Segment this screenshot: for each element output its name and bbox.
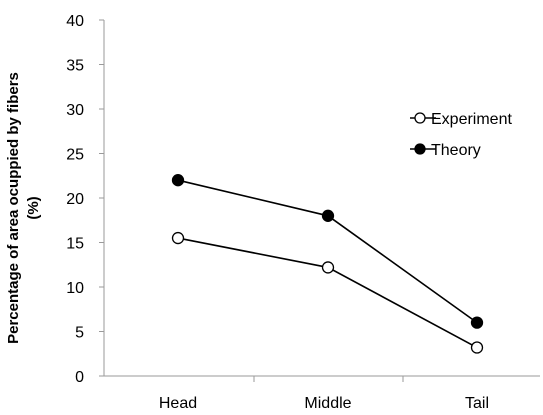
y-tick-label: 25: [66, 147, 84, 164]
legend-item-theory: Theory: [410, 142, 481, 159]
y-tick-label: 0: [75, 369, 84, 386]
y-axis-title-line2: (%): [25, 196, 42, 219]
legend-theory-label: Theory: [431, 142, 481, 159]
y-tick-label: 15: [66, 236, 84, 253]
series-line-experiment: [177, 237, 478, 349]
legend-experiment-marker: [414, 112, 426, 124]
data-point-experiment: [171, 231, 185, 245]
x-tick-label: Head: [159, 395, 197, 412]
x-tick-label: Tail: [465, 395, 489, 412]
data-point-theory: [470, 316, 484, 329]
y-axis-ticks: 0 5 10 15 20 25 30 35 40: [66, 13, 104, 386]
x-axis-ticks: Head Middle Tail: [159, 376, 489, 412]
legend-theory-marker: [414, 143, 426, 155]
y-tick-label: 10: [66, 280, 84, 297]
data-point-theory: [321, 209, 335, 222]
series-line-theory: [177, 179, 478, 324]
y-tick-label: 40: [66, 13, 84, 30]
data-point-experiment: [321, 261, 335, 274]
y-tick-label: 20: [66, 191, 84, 208]
legend-item-experiment: Experiment: [410, 111, 512, 128]
data-point-experiment: [470, 341, 484, 354]
x-tick-label: Middle: [304, 395, 351, 412]
legend-experiment-label: Experiment: [431, 111, 512, 128]
y-axis-title-line1: Percentage of area ocuppied by fibers: [5, 72, 22, 344]
y-axis-title: Percentage of area ocuppied by fibers (%…: [5, 72, 42, 344]
series-group: [171, 174, 484, 354]
y-tick-label: 30: [66, 102, 84, 119]
y-tick-label: 5: [75, 325, 84, 342]
legend: Experiment Theory: [410, 111, 512, 159]
y-tick-label: 35: [66, 58, 84, 75]
data-point-theory: [171, 174, 185, 187]
